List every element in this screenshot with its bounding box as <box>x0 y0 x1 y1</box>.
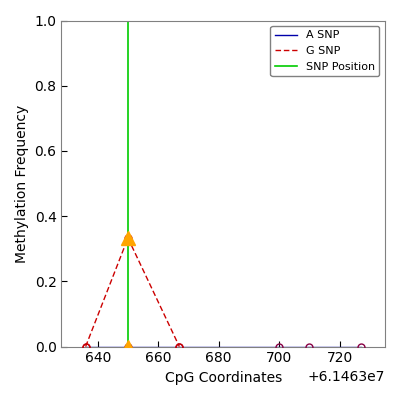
Legend: A SNP, G SNP, SNP Position: A SNP, G SNP, SNP Position <box>270 26 380 76</box>
X-axis label: CpG Coordinates: CpG Coordinates <box>164 371 282 385</box>
Y-axis label: Methylation Frequency: Methylation Frequency <box>15 104 29 263</box>
